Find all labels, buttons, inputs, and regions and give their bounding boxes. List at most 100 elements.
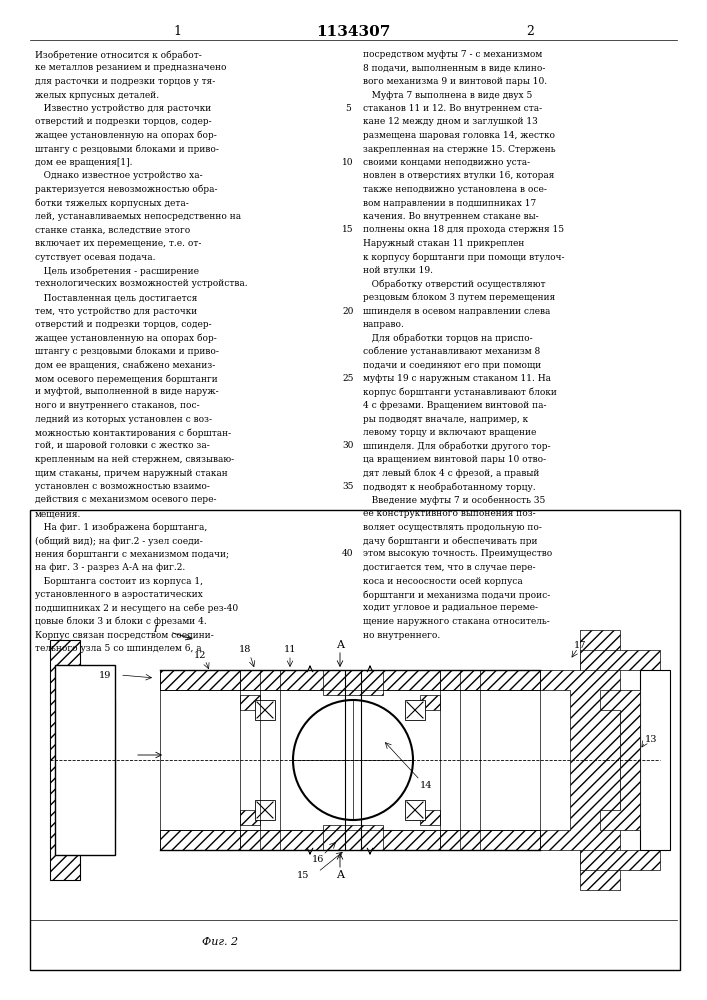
Text: стаканов 11 и 12. Во внутреннем ста-: стаканов 11 и 12. Во внутреннем ста-: [363, 104, 542, 113]
Text: ной втулки 19.: ной втулки 19.: [363, 266, 433, 275]
Polygon shape: [160, 670, 540, 690]
Text: резцовым блоком 3 путем перемещения: резцовым блоком 3 путем перемещения: [363, 293, 555, 302]
Text: 19: 19: [99, 670, 111, 680]
Text: 18: 18: [239, 646, 251, 654]
Text: цовые блоки 3 и блоки с фрезами 4.: цовые блоки 3 и блоки с фрезами 4.: [35, 617, 206, 626]
Text: своими концами неподвижно уста-: своими концами неподвижно уста-: [363, 158, 530, 167]
Text: желых крпусных деталей.: желых крпусных деталей.: [35, 91, 159, 100]
Text: A: A: [336, 640, 344, 650]
Text: ного и внутреннего стаканов, пос-: ного и внутреннего стаканов, пос-: [35, 401, 199, 410]
Text: отверстий и подрезки торцов, содер-: отверстий и подрезки торцов, содер-: [35, 117, 211, 126]
Text: На фиг. 1 изображена борштанга,: На фиг. 1 изображена борштанга,: [35, 522, 207, 532]
Text: 8 подачи, выполненным в виде клино-: 8 подачи, выполненным в виде клино-: [363, 64, 545, 73]
Text: Фиг. 2: Фиг. 2: [202, 937, 238, 947]
Text: дачу борштанги и обеспечивать при: дачу борштанги и обеспечивать при: [363, 536, 537, 546]
Text: качения. Во внутреннем стакане вы-: качения. Во внутреннем стакане вы-: [363, 212, 539, 221]
Text: Для обработки торцов на приспо-: Для обработки торцов на приспо-: [363, 334, 532, 343]
Text: тем, что устройство для расточки: тем, что устройство для расточки: [35, 306, 197, 316]
Text: Изобретение относится к обработ-: Изобретение относится к обработ-: [35, 50, 201, 60]
Text: шпинделя. Для обработки другого тор-: шпинделя. Для обработки другого тор-: [363, 442, 551, 451]
Text: можностью контактирования с борштан-: можностью контактирования с борштан-: [35, 428, 231, 438]
Polygon shape: [50, 680, 100, 700]
Text: нения борштанги с механизмом подачи;: нения борштанги с механизмом подачи;: [35, 550, 229, 559]
Text: Корпус связан посредством соедини-: Корпус связан посредством соедини-: [35, 631, 214, 640]
Text: Цель изобретения - расширение: Цель изобретения - расширение: [35, 266, 199, 275]
Text: шпинделя в осевом направлении слева: шпинделя в осевом направлении слева: [363, 306, 550, 316]
Text: тельного узла 5 со шпинделем 6, а: тельного узла 5 со шпинделем 6, а: [35, 644, 201, 653]
Text: 10: 10: [342, 158, 354, 167]
Text: к корпусу борштанги при помощи втулоч-: к корпусу борштанги при помощи втулоч-: [363, 252, 564, 262]
Text: 4 с фрезами. Вращением винтовой па-: 4 с фрезами. Вращением винтовой па-: [363, 401, 547, 410]
Text: направо.: направо.: [363, 320, 405, 329]
Text: также неподвижно установлена в осе-: также неподвижно установлена в осе-: [363, 185, 547, 194]
Text: действия с механизмом осевого пере-: действия с механизмом осевого пере-: [35, 495, 216, 504]
Text: установлен с возможностью взаимо-: установлен с возможностью взаимо-: [35, 482, 210, 491]
Text: дом ее вращения[1].: дом ее вращения[1].: [35, 158, 132, 167]
Text: (общий вид); на фиг.2 - узел соеди-: (общий вид); на фиг.2 - узел соеди-: [35, 536, 203, 546]
Text: Поставленная цель достигается: Поставленная цель достигается: [35, 293, 197, 302]
Text: 12: 12: [194, 650, 206, 660]
Text: ры подводят вначале, например, к: ры подводят вначале, например, к: [363, 414, 528, 424]
Text: закрепленная на стержне 15. Стержень: закрепленная на стержне 15. Стержень: [363, 144, 556, 153]
Text: 17: 17: [574, 641, 586, 650]
Bar: [55, 665, 115, 855]
Text: 14: 14: [420, 780, 433, 790]
Text: этом высокую точность. Преимущество: этом высокую точность. Преимущество: [363, 550, 552, 558]
Text: ке металлов резанием и предназначено: ке металлов резанием и предназначено: [35, 64, 226, 73]
Bar: [30, 510, 680, 970]
Text: мещения.: мещения.: [35, 509, 81, 518]
Text: штангу с резцовыми блоками и приво-: штангу с резцовыми блоками и приво-: [35, 347, 219, 357]
Text: I: I: [153, 626, 157, 635]
Text: Известно устройство для расточки: Известно устройство для расточки: [35, 104, 211, 113]
Polygon shape: [160, 830, 240, 850]
Polygon shape: [323, 670, 383, 695]
Polygon shape: [540, 630, 620, 890]
Bar: [405, 800, 425, 820]
Text: достигается тем, что в случае пере-: достигается тем, что в случае пере-: [363, 563, 535, 572]
Text: Обработку отверстий осуществляют: Обработку отверстий осуществляют: [363, 279, 546, 289]
Text: 1134307: 1134307: [316, 25, 390, 39]
Text: но внутреннего.: но внутреннего.: [363, 631, 440, 640]
Bar: [405, 700, 425, 720]
Text: щение наружного стакана относитель-: щение наружного стакана относитель-: [363, 617, 550, 626]
Text: левому торцу и включают вращение: левому торцу и включают вращение: [363, 428, 537, 437]
Text: отверстий и подрезки торцов, содер-: отверстий и подрезки торцов, содер-: [35, 320, 211, 329]
Text: 5: 5: [345, 104, 351, 113]
Text: щим стаканы, причем наружный стакан: щим стаканы, причем наружный стакан: [35, 468, 228, 478]
Text: новлен в отверстиях втулки 16, которая: новлен в отверстиях втулки 16, которая: [363, 172, 554, 180]
Polygon shape: [323, 825, 383, 850]
Polygon shape: [420, 810, 440, 825]
Text: Борштанга состоит из корпуса 1,: Борштанга состоит из корпуса 1,: [35, 576, 203, 585]
Text: подводят к необработанному торцу.: подводят к необработанному торцу.: [363, 482, 536, 491]
Text: 15: 15: [297, 870, 309, 880]
Text: и муфтой, выполненной в виде наруж-: и муфтой, выполненной в виде наруж-: [35, 387, 218, 396]
Text: лей, устанавливаемых непосредственно на: лей, устанавливаемых непосредственно на: [35, 212, 241, 221]
Text: 2: 2: [526, 25, 534, 38]
Text: воляет осуществлять продольную по-: воляет осуществлять продольную по-: [363, 522, 542, 532]
Text: гой, и шаровой головки с жестко за-: гой, и шаровой головки с жестко за-: [35, 442, 210, 450]
Text: 11: 11: [284, 646, 296, 654]
Polygon shape: [440, 670, 540, 690]
Polygon shape: [240, 695, 260, 710]
Text: установленного в аэростатических: установленного в аэростатических: [35, 590, 203, 599]
Text: коса и несоосности осей корпуса: коса и несоосности осей корпуса: [363, 576, 522, 585]
Text: посредством муфты 7 - с механизмом: посредством муфты 7 - с механизмом: [363, 50, 542, 59]
Polygon shape: [50, 640, 115, 880]
Text: 40: 40: [342, 550, 354, 558]
Text: подачи и соединяют его при помощи: подачи и соединяют его при помощи: [363, 360, 542, 369]
Polygon shape: [160, 830, 540, 850]
Text: сутствует осевая подача.: сутствует осевая подача.: [35, 252, 156, 261]
Text: вом направлении в подшипниках 17: вом направлении в подшипниках 17: [363, 198, 536, 208]
Polygon shape: [580, 650, 660, 670]
Text: корпус борштанги устанавливают блоки: корпус борштанги устанавливают блоки: [363, 387, 557, 397]
Bar: [255, 700, 275, 720]
Text: 1: 1: [173, 25, 181, 38]
Text: жащее установленную на опорах бор-: жащее установленную на опорах бор-: [35, 334, 217, 343]
Text: A: A: [336, 870, 344, 880]
Text: 15: 15: [342, 226, 354, 234]
Text: ее конструктивного выпонения поз-: ее конструктивного выпонения поз-: [363, 509, 536, 518]
Polygon shape: [600, 690, 640, 830]
Text: муфты 19 с наружным стаканом 11. На: муфты 19 с наружным стаканом 11. На: [363, 374, 551, 383]
Text: включает их перемещение, т.е. от-: включает их перемещение, т.е. от-: [35, 239, 201, 248]
Text: вого механизма 9 и винтовой пары 10.: вого механизма 9 и винтовой пары 10.: [363, 77, 547, 86]
